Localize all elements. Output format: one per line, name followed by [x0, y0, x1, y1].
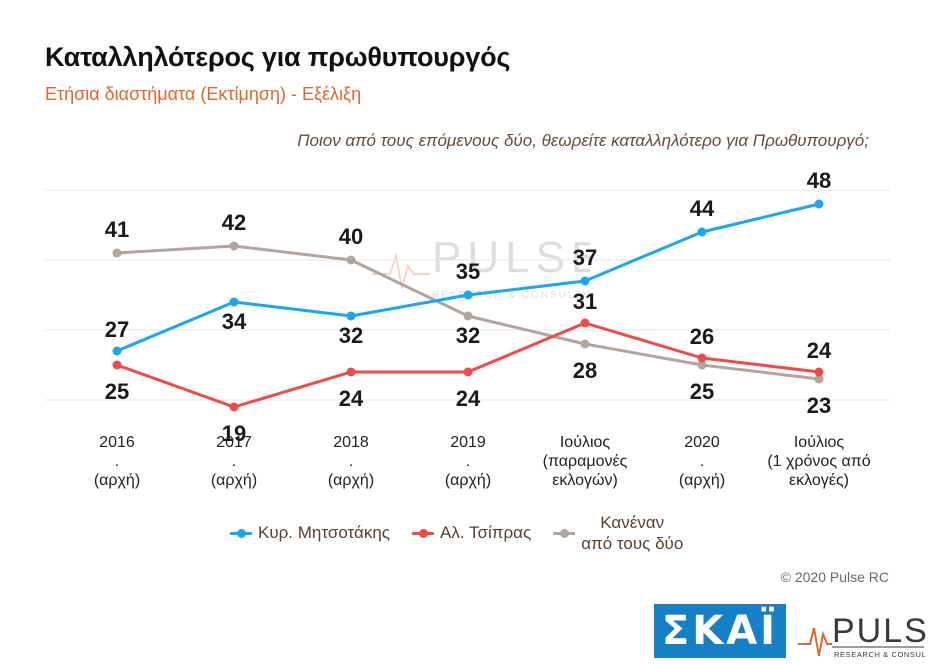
- svg-text:RESEARCH & CONSULTING: RESEARCH & CONSULTING: [432, 290, 590, 301]
- x-tick-label: .: [700, 453, 704, 470]
- data-label: 24: [807, 338, 832, 363]
- data-label: 31: [573, 289, 597, 314]
- x-tick-label: 2020: [684, 434, 720, 451]
- data-point: [814, 199, 824, 209]
- svg-text:RESEARCH & CONSULTING: RESEARCH & CONSULTING: [834, 650, 926, 659]
- pulse-logo: PULSE RESEARCH & CONSULTING: [798, 612, 926, 659]
- x-tick-label: .: [232, 453, 236, 470]
- x-tick-label: (1 χρόνος από: [767, 453, 870, 470]
- data-label: 35: [456, 259, 480, 284]
- data-label: 24: [339, 386, 364, 411]
- data-label: 23: [807, 393, 831, 418]
- data-point: [346, 255, 356, 265]
- x-tick-label: (αρχή): [211, 472, 257, 489]
- data-point: [346, 311, 356, 321]
- copyright-text: © 2020 Pulse RC: [780, 569, 889, 585]
- data-point: [463, 311, 473, 321]
- chart-data-labels: 27 25 41 34 19 42 32 24 40 35 24 32 37 31 28 44 26 25 48 24…: [105, 168, 832, 446]
- legend-item-none: Κανέναν από τους δύο: [553, 512, 683, 554]
- legend-label-none: Κανέναν από τους δύο: [581, 513, 684, 553]
- data-label: 32: [456, 323, 480, 348]
- data-point: [112, 248, 122, 258]
- x-tick-label: (αρχή): [94, 472, 140, 489]
- data-point: [814, 367, 824, 377]
- data-label: 37: [573, 245, 597, 270]
- skai-logo: ΣΚΑΪ: [654, 604, 786, 658]
- data-label: 25: [105, 379, 129, 404]
- data-point: [112, 346, 122, 356]
- data-point: [580, 318, 590, 328]
- legend-item-mitsotakis: Κυρ. Μητσοτάκης: [230, 523, 390, 543]
- x-tick-label: 2016: [99, 434, 135, 451]
- data-point: [229, 297, 239, 307]
- chart-subtitle: Ετήσια διαστήματα (Εκτίμηση) - Εξέλιξη: [45, 84, 362, 104]
- x-tick-label: 2017: [216, 434, 252, 451]
- data-point: [814, 374, 824, 384]
- legend-label-mitsotakis: Κυρ. Μητσοτάκης: [258, 523, 390, 542]
- x-tick-label: (αρχή): [328, 472, 374, 489]
- x-tick-label: εκλογές): [789, 472, 849, 489]
- legend-label-tsipras: Αλ. Τσίπρας: [440, 523, 532, 542]
- x-tick-label: Ιούλιος: [560, 434, 611, 451]
- data-point: [463, 290, 473, 300]
- svg-text:PULSE: PULSE: [432, 233, 590, 282]
- data-point: [463, 367, 473, 377]
- data-label: 48: [807, 168, 831, 193]
- data-label: 25: [690, 379, 714, 404]
- data-point: [697, 360, 707, 370]
- data-point: [580, 276, 590, 286]
- x-tick-label: εκλογών): [552, 472, 618, 489]
- x-tick-label: (αρχή): [445, 472, 491, 489]
- data-label: 19: [222, 421, 246, 446]
- chart-legend: Κυρ. Μητσοτάκης Αλ. Τσίπρας Κανέναν από …: [230, 512, 705, 554]
- legend-item-tsipras: Αλ. Τσίπρας: [412, 523, 531, 543]
- data-point: [229, 241, 239, 251]
- x-tick-label: Ιούλιος: [794, 434, 845, 451]
- data-label: 32: [339, 323, 363, 348]
- legend-marker-tsipras: [412, 526, 434, 540]
- svg-text:PULSE: PULSE: [832, 612, 926, 650]
- chart-x-axis-labels: 2016. (αρχή) 2017. (αρχή) 2018. (αρχή) 2019. (α…: [94, 434, 871, 489]
- legend-marker-mitsotakis: [230, 526, 252, 540]
- chart-grid: [45, 189, 890, 401]
- x-tick-label: .: [466, 453, 470, 470]
- chart-title: Καταλληλότερος για πρωθυπουργός: [45, 42, 511, 72]
- data-label: 41: [105, 217, 129, 242]
- pulse-watermark: PULSE RESEARCH & CONSULTING: [372, 233, 590, 301]
- data-label: 44: [690, 196, 715, 221]
- data-label: 42: [222, 210, 246, 235]
- legend-marker-none: [553, 526, 576, 540]
- x-tick-label: (αρχή): [679, 472, 725, 489]
- data-point: [697, 353, 707, 363]
- data-point: [346, 367, 356, 377]
- data-label: 28: [573, 358, 597, 383]
- data-label: 27: [105, 317, 129, 342]
- data-point: [580, 339, 590, 349]
- data-label: 34: [222, 309, 247, 334]
- data-label: 24: [456, 386, 481, 411]
- data-point: [229, 402, 239, 412]
- data-label: 26: [690, 324, 714, 349]
- x-tick-label: 2019: [450, 434, 486, 451]
- data-point: [697, 227, 707, 237]
- x-tick-label: 2018: [333, 434, 369, 451]
- survey-question: Ποιον από τους επόμενους δύο, θεωρείτε κ…: [297, 131, 869, 150]
- x-tick-label: .: [115, 453, 119, 470]
- data-label: 40: [339, 224, 363, 249]
- x-tick-label: (παραμονές: [543, 453, 628, 470]
- data-point: [112, 360, 122, 370]
- chart-series: [112, 199, 824, 412]
- x-tick-label: .: [349, 453, 353, 470]
